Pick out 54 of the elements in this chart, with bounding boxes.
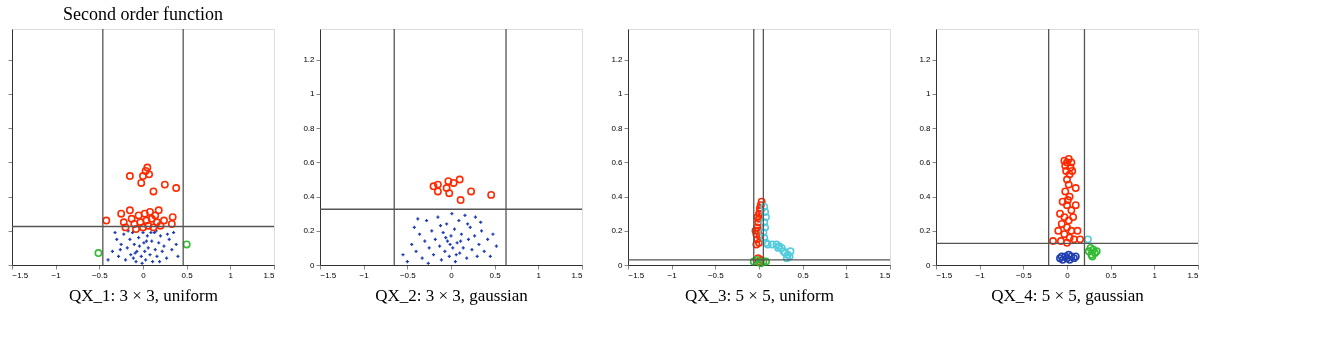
y-tick-label: 1: [926, 89, 932, 99]
chart-title: Second order function: [63, 4, 223, 25]
y-tick-label: 1.2: [919, 55, 932, 65]
x-tick-label: 1: [1152, 270, 1158, 280]
x-tick-label: 0: [449, 270, 455, 280]
x-tick-label: −1.5: [628, 270, 645, 280]
y-tick-label: 1.2: [303, 55, 316, 65]
y-tick-label: 0.2: [303, 226, 316, 236]
x-tick-label: −1: [359, 270, 370, 280]
x-tick-label: 1: [536, 270, 542, 280]
y-tick-label: 0.6: [303, 157, 316, 167]
y-tick-label: 1: [618, 89, 624, 99]
y-tick-label: 0.6: [919, 157, 932, 167]
x-tick-label: 0.5: [1105, 270, 1118, 280]
x-tick-label: −1: [975, 270, 986, 280]
x-tick-label: −0.5: [91, 270, 109, 280]
x-axis-title: QX_2: 3 × 3, gaussian: [375, 285, 529, 305]
y-tick-label: 0.2: [919, 226, 932, 236]
x-tick-label: −1.5: [320, 270, 337, 280]
x-tick-label: −1: [667, 270, 678, 280]
y-tick-label: 0.8: [303, 123, 316, 133]
x-tick-label: 1: [228, 270, 234, 280]
x-tick-label: 0: [757, 270, 763, 280]
x-tick-label: −0.5: [399, 270, 417, 280]
y-tick-label: 0.4: [611, 192, 624, 202]
x-tick-label: −1: [51, 270, 62, 280]
x-tick-label: −0.5: [707, 270, 725, 280]
y-tick-label: 0.6: [611, 157, 624, 167]
x-tick-label: 1: [844, 270, 850, 280]
x-tick-label: 0.5: [489, 270, 502, 280]
y-tick-label: 0: [618, 260, 624, 270]
y-tick-label: 0.4: [303, 192, 316, 202]
x-tick-label: 0.5: [181, 270, 194, 280]
x-tick-label: 0.5: [797, 270, 810, 280]
y-tick-label: 0.2: [611, 226, 624, 236]
x-tick-label: 1.5: [1187, 270, 1200, 280]
x-axis-title: QX_1: 3 × 3, uniform: [69, 285, 218, 305]
y-tick-label: 0: [310, 260, 316, 270]
y-tick-label: 0.8: [611, 123, 624, 133]
y-tick-label: 0.8: [919, 123, 932, 133]
x-tick-label: 1.5: [263, 270, 276, 280]
y-tick-label: 1: [310, 89, 316, 99]
x-tick-label: 0: [1065, 270, 1071, 280]
x-tick-label: −1.5: [936, 270, 953, 280]
y-tick-label: 0: [926, 260, 932, 270]
x-tick-label: 1.5: [879, 270, 892, 280]
x-tick-label: −1.5: [12, 270, 29, 280]
y-tick-label: 1.2: [611, 55, 624, 65]
x-axis-title: QX_3: 5 × 5, uniform: [685, 285, 834, 305]
y-tick-label: 0.4: [919, 192, 932, 202]
x-tick-label: −0.5: [1015, 270, 1033, 280]
x-tick-label: 1.5: [571, 270, 584, 280]
x-tick-label: 0: [141, 270, 147, 280]
x-axis-title: QX_4: 5 × 5, gaussian: [991, 285, 1145, 305]
